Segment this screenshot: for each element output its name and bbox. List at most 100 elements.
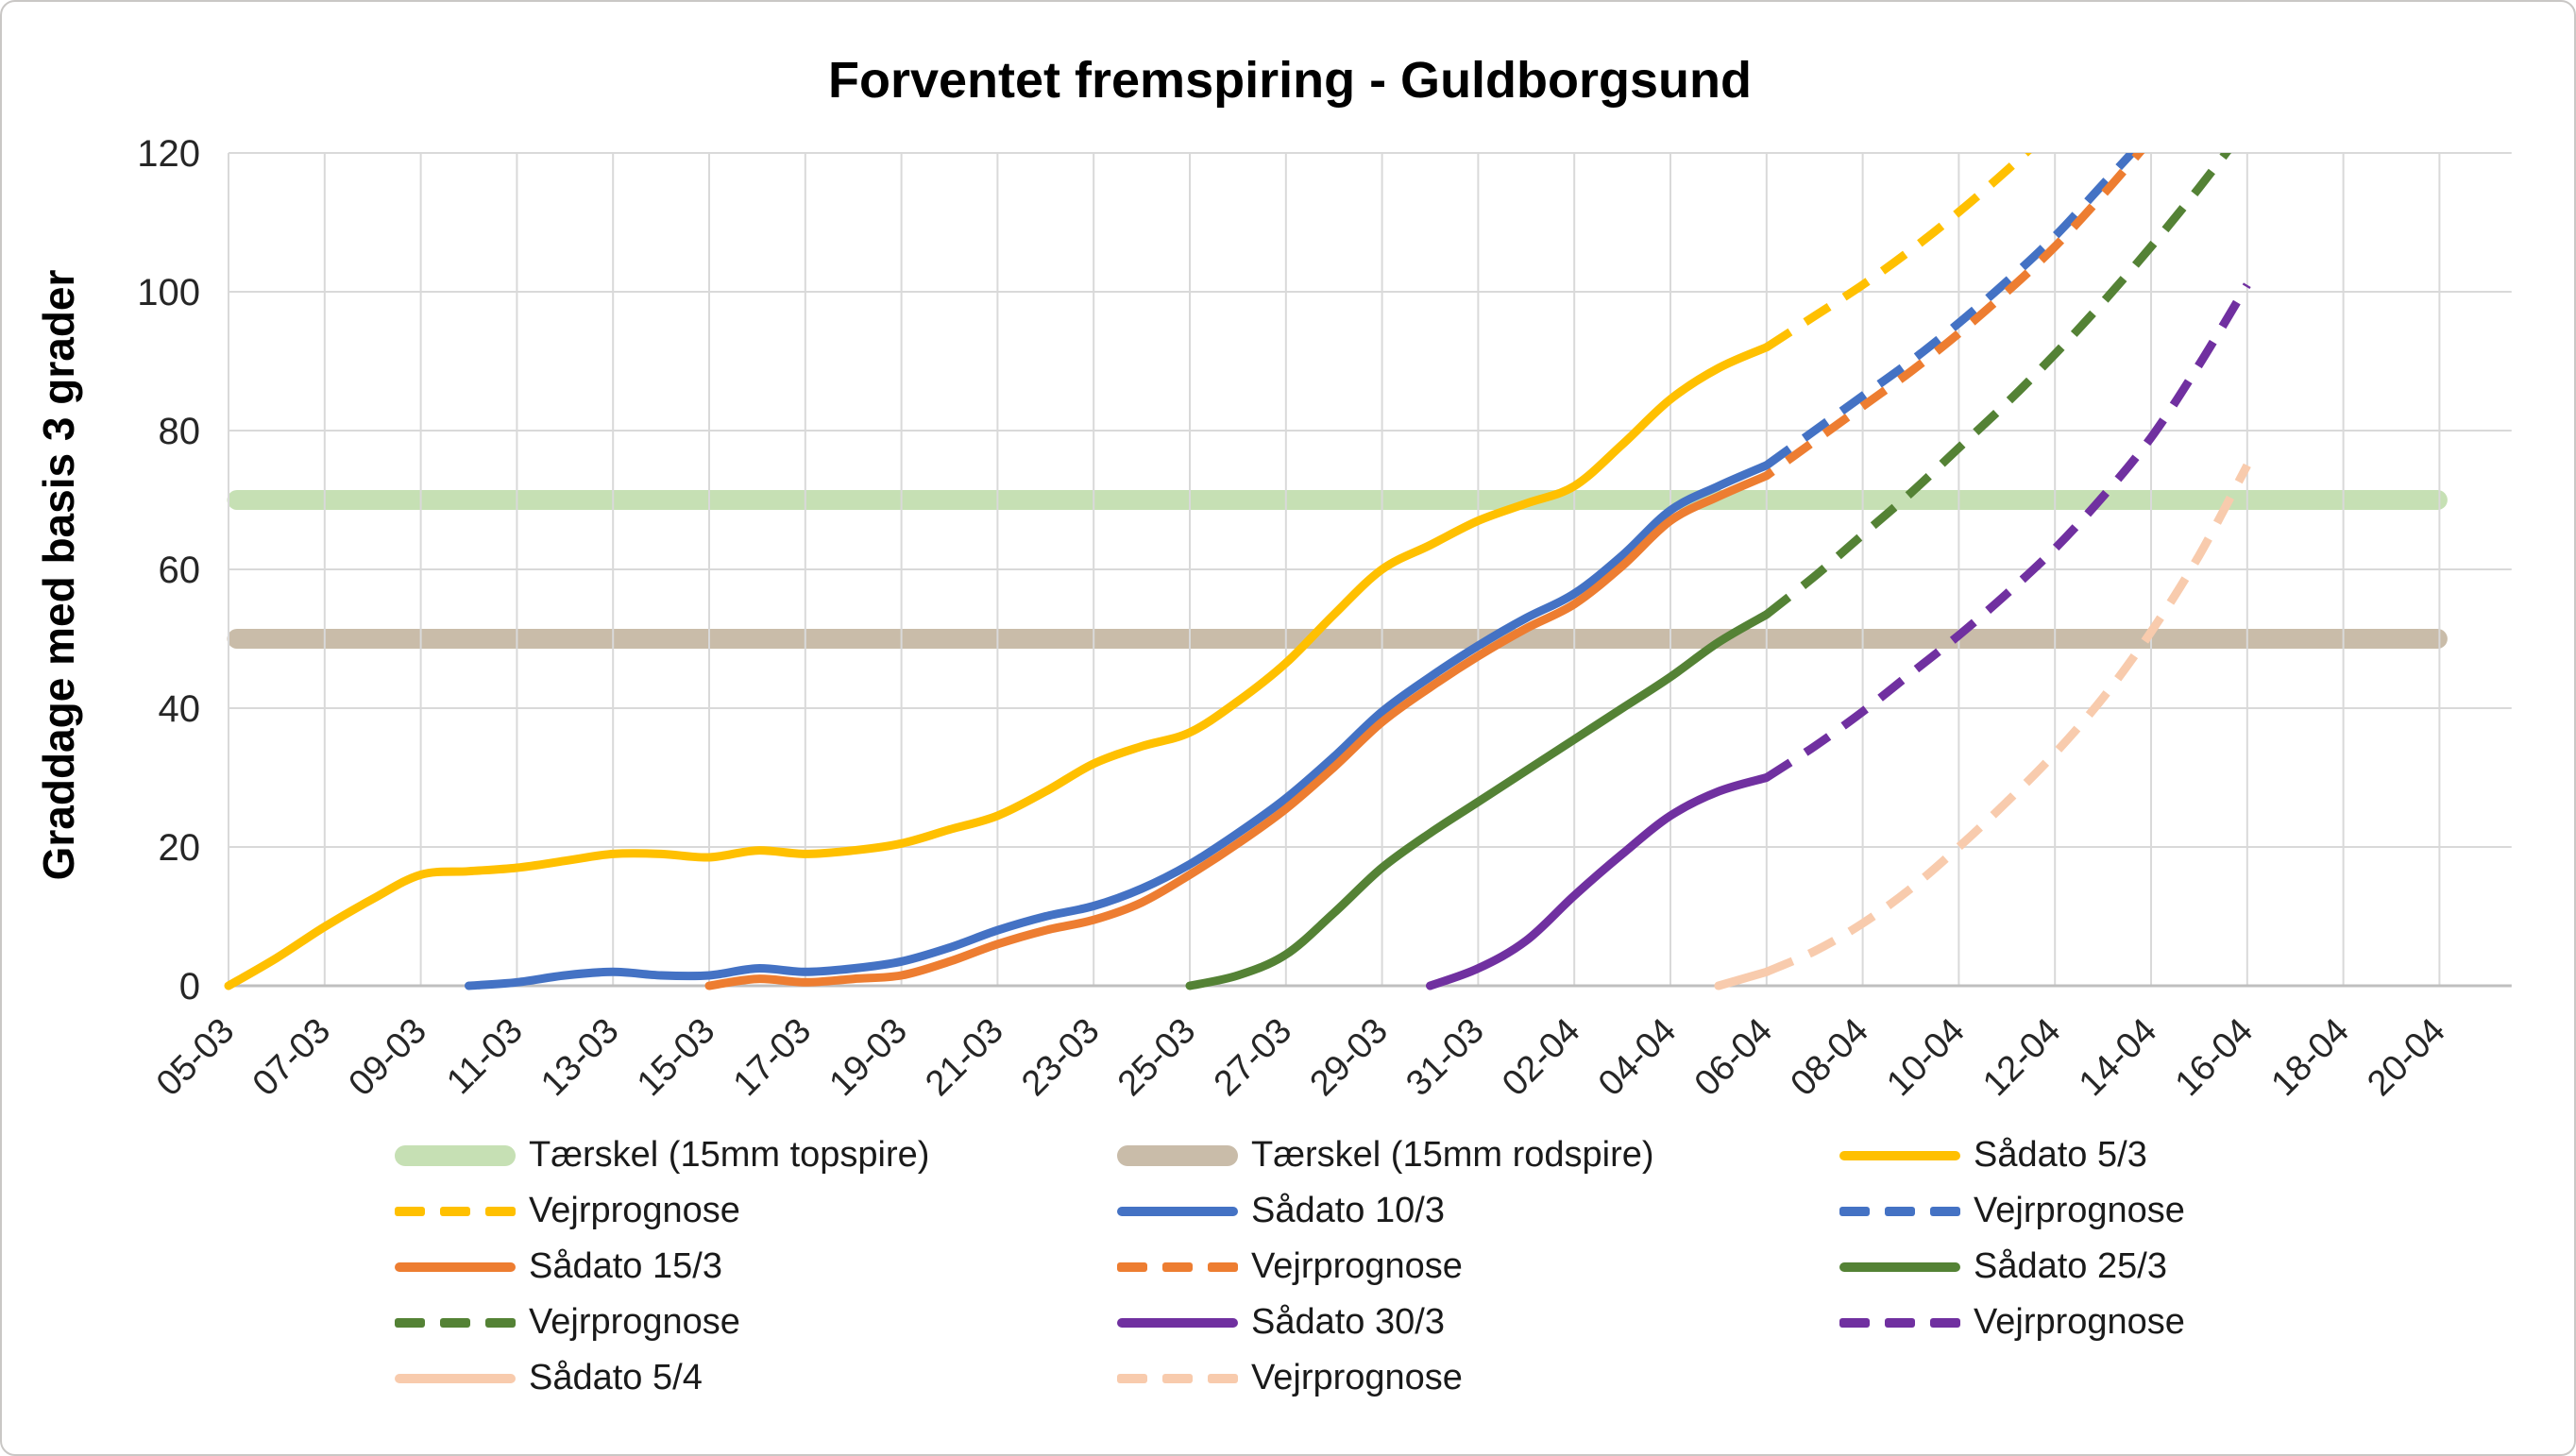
x-tick-label: 25-03: [1110, 1011, 1203, 1104]
legend-swatch-band: [1117, 1144, 1238, 1166]
y-tick-label: 100: [137, 272, 200, 313]
x-tick-label: 16-04: [2168, 1011, 2261, 1104]
legend-dash-segment: [1208, 1373, 1238, 1383]
legend-dash-segment: [1162, 1373, 1193, 1383]
y-tick-label: 120: [137, 133, 200, 175]
series-peach: [1714, 967, 1771, 990]
x-tick-label: 21-03: [918, 1011, 1010, 1104]
legend-dash-segment: [1885, 1317, 1915, 1328]
series-blue: [465, 461, 1771, 990]
legend-dash-segment: [1930, 1206, 1960, 1216]
series-forecast-green: [1763, 153, 2232, 618]
y-tick-label: 60: [159, 550, 201, 591]
legend-label: Sådato 25/3: [1974, 1246, 2167, 1286]
legend-swatch-dash: [395, 1317, 516, 1328]
x-tick-label: 08-04: [1784, 1011, 1876, 1104]
legend-swatch-line: [1117, 1206, 1238, 1216]
legend-dash-segment: [395, 1317, 425, 1328]
legend-swatch-dash: [1839, 1317, 1960, 1328]
x-tick-label: 09-03: [342, 1011, 434, 1104]
legend-swatch-line: [1117, 1317, 1238, 1328]
legend-swatch-dash: [1117, 1261, 1238, 1272]
y-tick-label: 0: [179, 966, 200, 1007]
legend-swatch-dash: [395, 1206, 516, 1216]
series-yellow: [224, 343, 1771, 990]
legend-item: Sådato 30/3: [1117, 1295, 1839, 1350]
legend-label: Tærskel (15mm topspire): [529, 1135, 930, 1175]
legend-label: Sådato 5/4: [529, 1358, 703, 1397]
y-tick-label: 80: [159, 411, 201, 452]
legend-swatch-dash: [1117, 1373, 1238, 1383]
series-forecast-peach: [1765, 463, 2251, 976]
legend-dash-segment: [1208, 1261, 1238, 1272]
legend-dash-segment: [440, 1206, 470, 1216]
legend-dash-segment: [1885, 1206, 1915, 1216]
chart-title: Forventet fremspiring - Guldborgsund: [827, 52, 1752, 109]
legend-swatch-line: [395, 1373, 516, 1383]
legend-dash-segment: [395, 1206, 425, 1216]
legend-label: Vejrprognose: [529, 1191, 740, 1230]
legend-label: Sådato 30/3: [1251, 1302, 1445, 1342]
series-orange: [704, 471, 1771, 990]
legend-item: Vejrprognose: [1839, 1295, 2562, 1350]
legend-item: Vejrprognose: [395, 1295, 1117, 1350]
legend-dash-segment: [440, 1317, 470, 1328]
legend-label: Sådato 10/3: [1251, 1191, 1445, 1230]
legend-item: Sådato 10/3: [1117, 1183, 1839, 1239]
x-tick-label: 23-03: [1014, 1011, 1107, 1104]
legend-label: Vejrprognose: [529, 1302, 740, 1342]
series-group: [224, 153, 2251, 990]
legend-label: Sådato 5/3: [1974, 1135, 2147, 1175]
legend-label: Vejrprognose: [1974, 1302, 2185, 1342]
legend-dash-segment: [1930, 1317, 1960, 1328]
x-tick-label: 20-04: [2360, 1011, 2452, 1104]
legend-swatch-line: [1839, 1150, 1960, 1160]
x-tick-label: 18-04: [2264, 1011, 2357, 1104]
legend-item: Sådato 5/4: [395, 1350, 1117, 1406]
x-tick-label: 05-03: [149, 1011, 242, 1104]
x-tick-label: 07-03: [246, 1011, 338, 1104]
gridlines: [228, 152, 2512, 988]
legend-swatch-line: [395, 1261, 516, 1272]
legend-swatch-line: [1839, 1261, 1960, 1272]
y-tick-label: 40: [159, 688, 201, 730]
x-tick-label: 02-04: [1495, 1011, 1587, 1104]
x-tick-label: 19-03: [822, 1011, 915, 1104]
x-tick-label: 12-04: [1975, 1011, 2068, 1104]
x-tick-label: 17-03: [726, 1011, 819, 1104]
series-forecast-orange: [1764, 153, 2145, 480]
x-tick-label: 27-03: [1207, 1011, 1299, 1104]
y-tick-label: 20: [159, 827, 201, 869]
x-tick-label: 11-03: [439, 1011, 530, 1102]
legend-item: Sådato 5/3: [1839, 1127, 2562, 1183]
legend: Tærskel (15mm topspire) Tærskel (15mm rod…: [395, 1127, 2562, 1406]
legend-dash-segment: [1839, 1317, 1870, 1328]
legend-item: Sådato 15/3: [395, 1239, 1117, 1295]
legend-dash-segment: [485, 1317, 516, 1328]
legend-item: Vejrprognose: [395, 1183, 1117, 1239]
legend-item: Sådato 25/3: [1839, 1239, 2562, 1295]
legend-dash-segment: [1117, 1373, 1147, 1383]
series-green: [1185, 610, 1771, 990]
legend-dash-segment: [1839, 1206, 1870, 1216]
x-tick-label: 14-04: [2072, 1011, 2164, 1104]
legend-item: Tærskel (15mm topspire): [395, 1127, 1117, 1183]
x-tick-label: 06-04: [1687, 1011, 1780, 1104]
tick-labels: 0 20 40 60 80 100 120 05-03 07-03 09-03 11-03 13-03…: [137, 133, 2453, 1104]
x-tick-label: 10-04: [1879, 1011, 1972, 1104]
x-tick-label: 15-03: [630, 1011, 722, 1104]
x-tick-label: 29-03: [1303, 1011, 1396, 1104]
series-forecast-purple: [1764, 282, 2251, 782]
legend-label: Sådato 15/3: [529, 1246, 722, 1286]
legend-item: Vejrprognose: [1839, 1183, 2562, 1239]
x-tick-label: 04-04: [1591, 1011, 1684, 1104]
legend-label: Vejrprognose: [1251, 1246, 1463, 1286]
series-forecast-blue: [1764, 153, 2138, 469]
legend-item: Vejrprognose: [1117, 1350, 1839, 1406]
legend-item: Vejrprognose: [1117, 1239, 1839, 1295]
series-purple: [1426, 773, 1771, 990]
legend-dash-segment: [1117, 1261, 1147, 1272]
legend-label: Tærskel (15mm rodspire): [1251, 1135, 1654, 1175]
